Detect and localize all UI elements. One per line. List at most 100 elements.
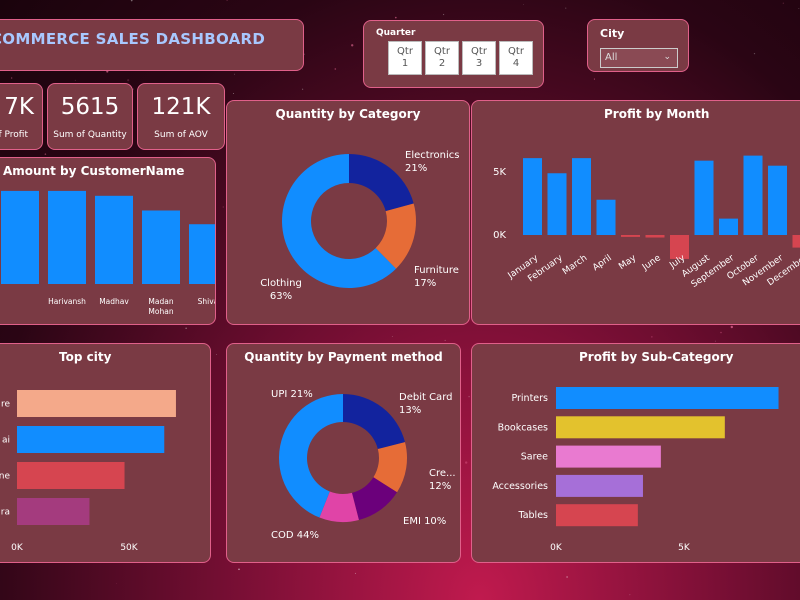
kpi-profit-value: 7K (4, 94, 34, 120)
quarter-button-3[interactable]: Qtr 3 (462, 41, 496, 75)
star (714, 340, 716, 342)
quantity-by-category-chart: Electronics 21% Furniture 17% Clothing 63% (260, 150, 459, 302)
star (351, 44, 354, 47)
kpi-profit-label: of Profit (0, 130, 28, 140)
category-label: Madhav (99, 297, 129, 306)
star (11, 77, 13, 79)
amount-by-customer-title: Amount by CustomerName (3, 164, 185, 178)
bar (556, 474, 643, 497)
month-label: March (561, 253, 589, 277)
bar (523, 158, 542, 235)
profit-by-subcategory-chart: Printers Bookcases Saree Accessories Tables 0… (492, 387, 779, 553)
slice-percent: 21% (405, 163, 427, 174)
star (116, 583, 117, 584)
bar (596, 199, 616, 235)
star (44, 153, 47, 155)
category-label: Harivansh (48, 297, 86, 306)
bar (189, 224, 215, 284)
quarter-button-1[interactable]: Qtr 1 (388, 41, 422, 75)
donut-slice (279, 394, 343, 518)
star (443, 13, 445, 16)
slice-label: Cre... (429, 468, 456, 479)
star (127, 79, 130, 82)
category-label: ra (1, 508, 10, 518)
star (394, 16, 397, 19)
top-city-title: Top city (59, 350, 112, 364)
top-city-panel: Top city re ai ne ra 0K 50K (0, 343, 211, 563)
bar (792, 235, 800, 248)
bar (556, 445, 661, 468)
quantity-by-payment-chart: UPI 21% Debit Card 13% Cre... 12% EMI 10% COD … (271, 389, 456, 541)
city-dropdown[interactable]: All ⌄ (600, 48, 678, 68)
star (334, 68, 337, 70)
donut-slice (375, 203, 416, 269)
star (468, 395, 470, 398)
city-dropdown-value: All (605, 52, 618, 63)
star (226, 0, 228, 1)
star (391, 336, 393, 337)
slice-label: Clothing (260, 278, 302, 289)
star (465, 461, 468, 464)
bar (142, 210, 180, 284)
y-tick-label: 0K (493, 230, 506, 241)
bar (95, 195, 133, 284)
slice-label: EMI 10% (403, 516, 446, 527)
bar (556, 416, 725, 439)
quarter-button-4[interactable]: Qtr 4 (499, 41, 533, 75)
category-label: Printers (511, 393, 548, 404)
bar (621, 235, 640, 237)
star (565, 7, 567, 9)
star (798, 8, 800, 9)
month-label: April (591, 253, 614, 273)
category-label: ai (2, 436, 10, 446)
kpi-quantity-label: Sum of Quantity (53, 130, 127, 140)
bar (768, 165, 787, 235)
star (130, 0, 133, 2)
star (523, 4, 524, 5)
kpi-aov-value: 121K (151, 94, 211, 120)
star (720, 331, 722, 334)
category-label: Accessories (492, 481, 548, 492)
star (354, 572, 356, 574)
star (730, 325, 733, 329)
quarter-slicer-label: Quarter (376, 28, 416, 38)
amount-by-customer-panel: Amount by CustomerName Harivansh Madhav Ma… (0, 157, 216, 325)
star (233, 73, 235, 75)
quarter-button-2[interactable]: Qtr 2 (425, 41, 459, 75)
bar (719, 218, 738, 235)
star (566, 576, 568, 578)
city-slicer-label: City (600, 27, 625, 40)
x-tick-label: 50K (120, 543, 138, 553)
category-label: Mohan (148, 307, 173, 316)
profit-by-subcategory-title: Profit by Sub-Category (579, 350, 734, 364)
slice-label: UPI 21% (271, 389, 313, 400)
quarter-slicer: Quarter Qtr 1 Qtr 2 Qtr 3 Qtr 4 (363, 20, 544, 88)
star (74, 79, 76, 81)
category-label: re (1, 400, 11, 410)
kpi-card-profit: 7K of Profit (0, 83, 43, 150)
star (629, 594, 631, 596)
category-label: ne (0, 472, 10, 482)
bar (572, 158, 591, 235)
category-label: Bookcases (498, 422, 548, 433)
top-city-chart: re ai ne ra 0K 50K (0, 390, 176, 553)
bar (556, 504, 638, 527)
bar (17, 390, 176, 417)
slice-label: Debit Card (399, 392, 452, 403)
donut-slice (349, 154, 414, 212)
quantity-by-payment-panel: Quantity by Payment method UPI 21% Debit … (226, 343, 461, 563)
bar (645, 235, 665, 238)
profit-by-subcategory-panel: Profit by Sub-Category Printers Bookcases… (471, 343, 800, 563)
slice-percent: 12% (429, 481, 451, 492)
star (782, 2, 784, 4)
star (216, 354, 217, 355)
slice-label: COD 44% (271, 530, 319, 541)
bar (694, 160, 714, 235)
city-slicer: City All ⌄ (587, 19, 689, 72)
dashboard-title-box: COMMERCE SALES DASHBOARD (0, 19, 304, 71)
slice-percent: 17% (414, 278, 436, 289)
star (593, 78, 595, 80)
kpi-card-quantity: 5615 Sum of Quantity (47, 83, 133, 150)
y-tick-label: 5K (493, 167, 506, 178)
